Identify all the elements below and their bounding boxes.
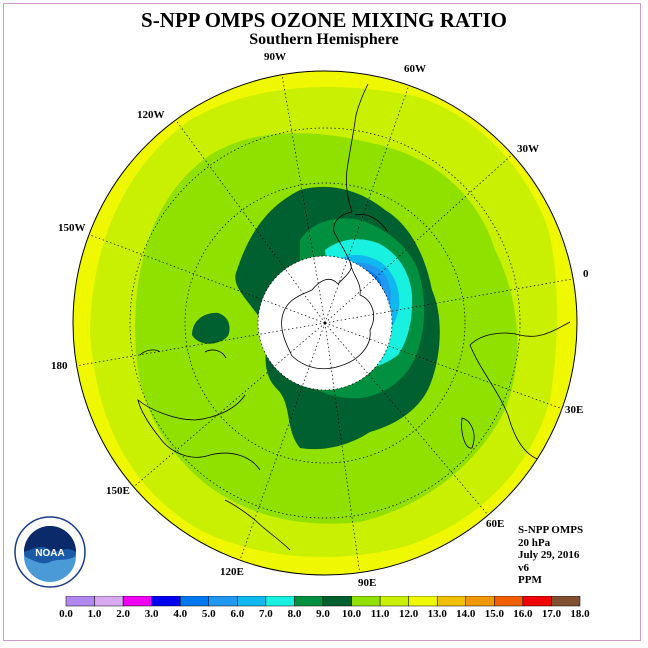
colorbar-tick-label: 11.0 [370, 608, 390, 620]
lon-label-120e: 120E [220, 566, 244, 578]
colorbar-tick-label: 18.0 [570, 608, 590, 620]
lon-label-150e: 150E [106, 485, 130, 497]
map-boundary [72, 70, 578, 576]
colorbar-swatch [151, 596, 181, 607]
colorbar-swatch [65, 596, 95, 607]
new-zealand-coast [139, 349, 227, 359]
africa-coast [469, 321, 571, 461]
indonesia-coast [224, 499, 291, 551]
colorbar-swatch [379, 596, 409, 607]
colorbar-tick-label: 5.0 [201, 608, 216, 620]
colorbar-tick-label: 9.0 [316, 608, 330, 620]
lon-label-30w: 30W [517, 143, 539, 155]
lon-label-0: 0 [583, 268, 589, 280]
south-pole-marker [323, 321, 327, 325]
logo-bird-icon [24, 526, 76, 552]
colorbar-tick-label: 7.0 [259, 608, 273, 620]
meridians [74, 74, 577, 575]
colorbar-swatch [351, 596, 381, 607]
colorbar-swatch [522, 596, 552, 607]
info-instrument: S-NPP OMPS [518, 524, 584, 536]
colorbar-tick-label: 17.0 [541, 608, 562, 620]
info-units: PPM [518, 574, 542, 586]
noaa-logo: NOAA [14, 516, 86, 588]
colorbar-tick-label: 10.0 [341, 608, 362, 620]
antarctic-peninsula [333, 211, 353, 263]
lon-label-90w: 90W [264, 51, 286, 63]
colorbar-swatch [436, 596, 467, 607]
madagascar-coast [461, 417, 475, 449]
lon-label-60e: 60E [486, 518, 505, 530]
colorbar-tick-label: 14.0 [456, 608, 476, 620]
lon-label-120w: 120W [137, 109, 165, 121]
lon-label-180: 180 [51, 360, 68, 372]
colorbar-swatch [465, 596, 495, 607]
colorbar-tick-label: 3.0 [144, 608, 159, 620]
info-date: July 29, 2016 [518, 549, 580, 561]
colorbar [65, 596, 581, 607]
colorbar-tick-label: 12.0 [399, 608, 419, 620]
south-america-coast [345, 83, 369, 213]
colorbar-swatch [179, 596, 210, 607]
colorbar-swatch [322, 596, 352, 607]
colorbar-tick-label: 8.0 [287, 608, 302, 620]
colorbar-tick-label: 16.0 [513, 608, 533, 620]
map-title: S-NPP OMPS OZONE MIXING RATIO [141, 8, 507, 32]
colorbar-swatch [408, 596, 438, 607]
colorbar-swatch [94, 596, 124, 607]
colorbar-tick-label: 6.0 [230, 608, 245, 620]
colorbar-swatch [208, 596, 238, 607]
info-version: v6 [518, 561, 529, 574]
lon-label-90e: 90E [358, 577, 377, 589]
colorbar-tick-label: 13.0 [427, 608, 447, 620]
colorbar-swatch [494, 596, 524, 607]
south-america-tip [354, 213, 389, 233]
product-info: S-NPP OMPS 20 hPa July 29, 2016 v6 PPM [518, 524, 583, 587]
colorbar-swatch [294, 596, 324, 607]
colorbar-swatch [551, 596, 581, 607]
latitude-circles [129, 127, 521, 519]
colorbar-tick-label: 1.0 [87, 608, 102, 620]
colorbar-swatch [237, 596, 267, 607]
colorbar-swatch [122, 596, 152, 607]
lon-label-60w: 60W [404, 63, 426, 75]
figure-frame [3, 3, 641, 641]
map-subtitle: Southern Hemisphere [249, 31, 399, 48]
colorbar-tick-label: 0.0 [59, 608, 73, 620]
colorbar-tick-label: 4.0 [173, 608, 188, 620]
coastlines [137, 83, 571, 551]
lon-label-30e: 30E [565, 404, 584, 416]
australia-coast [137, 394, 261, 471]
lon-label-150w: 150W [58, 222, 86, 234]
colorbar-tick-label: 2.0 [116, 608, 130, 620]
colorbar-swatch [265, 596, 295, 607]
colorbar-tick-label: 15.0 [484, 608, 504, 620]
logo-wave-icon [24, 556, 76, 582]
antarctica-coast [281, 261, 374, 370]
ozone-contour-9-10-patch [192, 312, 230, 344]
logo-text: NOAA [35, 548, 64, 559]
info-level: 20 hPa [518, 536, 551, 549]
